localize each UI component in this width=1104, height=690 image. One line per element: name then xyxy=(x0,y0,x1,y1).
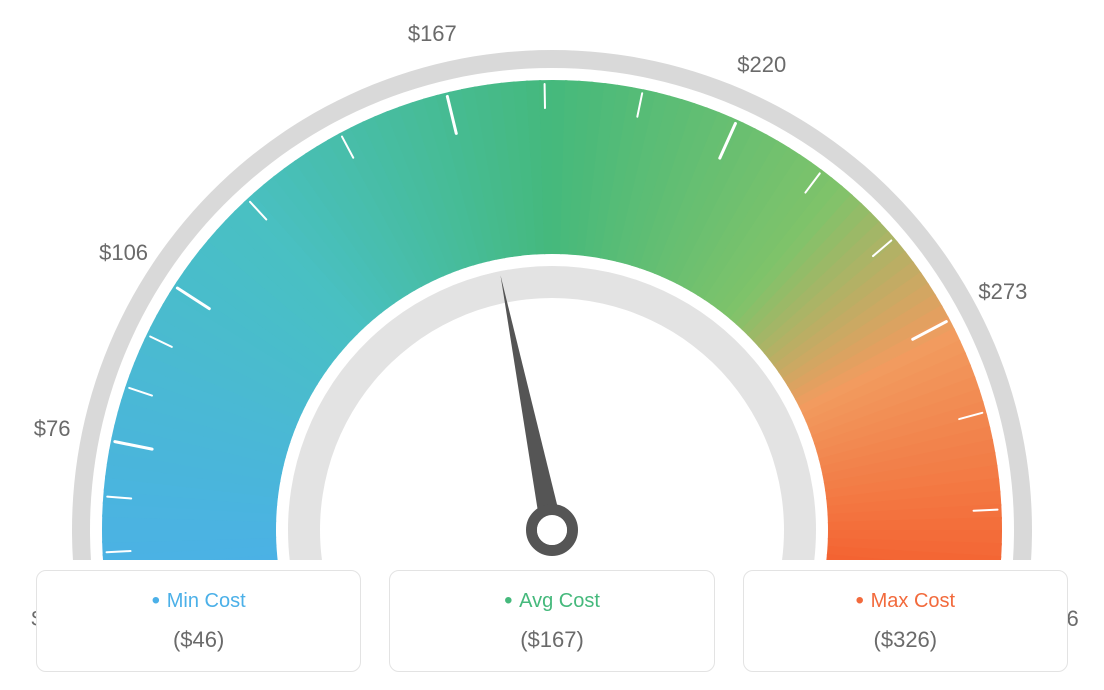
legend-max-value: ($326) xyxy=(754,627,1057,653)
cost-gauge-infographic: { "gauge": { "type": "gauge", "width": 1… xyxy=(0,0,1104,690)
legend-min-title: Min Cost xyxy=(47,587,350,615)
gauge-area: $46$76$106$167$220$273$326 xyxy=(0,0,1104,560)
legend-avg-title: Avg Cost xyxy=(400,587,703,615)
tick-label: $106 xyxy=(99,240,148,266)
gauge-svg xyxy=(0,0,1104,560)
legend-max-title: Max Cost xyxy=(754,587,1057,615)
legend-min-value: ($46) xyxy=(47,627,350,653)
tick-label: $273 xyxy=(978,279,1027,305)
legend-row: Min Cost ($46) Avg Cost ($167) Max Cost … xyxy=(36,570,1068,672)
tick-label: $76 xyxy=(34,416,71,442)
tick-label: $167 xyxy=(408,21,457,47)
legend-card-min: Min Cost ($46) xyxy=(36,570,361,672)
legend-card-max: Max Cost ($326) xyxy=(743,570,1068,672)
needle xyxy=(500,275,562,532)
tick-label: $220 xyxy=(737,52,786,78)
legend-avg-value: ($167) xyxy=(400,627,703,653)
legend-card-avg: Avg Cost ($167) xyxy=(389,570,714,672)
